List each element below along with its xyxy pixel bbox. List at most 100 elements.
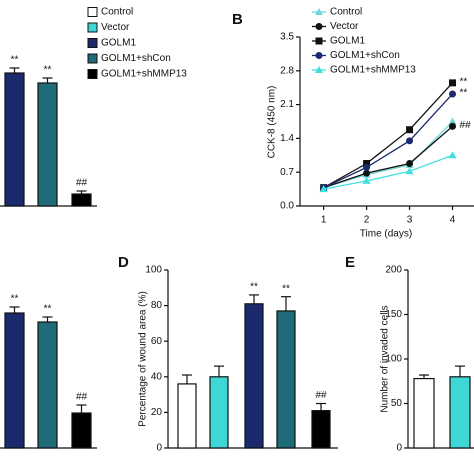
legend-swatch [87, 53, 98, 64]
legend-swatch [87, 7, 98, 17]
legend-label: GOLM1 [330, 36, 365, 47]
y-tick-label: 150 [385, 309, 402, 320]
bar [37, 82, 58, 207]
y-tick-label: 0 [396, 443, 402, 454]
legend-label: GOLM1+shCon [101, 53, 171, 64]
point [362, 176, 371, 184]
significance: ** [250, 282, 258, 293]
error-bar [316, 402, 326, 411]
bar [209, 376, 229, 449]
y-tick-label: 80 [151, 300, 163, 311]
panel-label: E [345, 254, 355, 271]
error-bar [42, 77, 53, 83]
y-tick-label: 60 [151, 336, 163, 347]
x-axis-title: Time (days) [360, 229, 412, 240]
error-bar [214, 365, 224, 377]
point [406, 160, 414, 168]
y-axis-title: CCK-8 (450 nm) [267, 86, 278, 159]
bar [449, 376, 471, 449]
error-bar [182, 374, 192, 384]
bar [71, 193, 92, 207]
series-line [323, 82, 453, 189]
y-tick-label: 1.4 [280, 133, 294, 144]
y-tick-label: 0.0 [280, 201, 294, 212]
significance: ** [460, 77, 468, 88]
point [448, 151, 457, 159]
significance: ** [44, 65, 52, 76]
point [449, 122, 457, 130]
bar [71, 412, 92, 449]
y-tick-label: 100 [145, 265, 162, 276]
error-bar [419, 374, 429, 379]
panel-label: B [232, 11, 243, 28]
point [405, 167, 414, 175]
bar [4, 72, 25, 207]
error-bar [42, 316, 53, 322]
point [449, 79, 457, 87]
significance: ## [76, 392, 88, 403]
point [448, 117, 457, 125]
point [363, 160, 371, 168]
panel-label: D [118, 254, 129, 271]
bar [244, 303, 264, 449]
y-tick-label: 40 [151, 371, 163, 382]
y-tick-label: 2.1 [280, 99, 294, 110]
bar [37, 321, 58, 449]
y-tick-label: 0.7 [280, 167, 294, 178]
error-bar [9, 67, 20, 73]
point [406, 137, 414, 145]
bar [177, 383, 197, 449]
legend-label: Vector [330, 21, 359, 32]
series-line [323, 154, 453, 190]
legend-label: GOLM1+shMMP13 [101, 69, 187, 80]
x-tick-label: 1 [321, 215, 327, 226]
x-tick-label: 4 [450, 215, 456, 226]
y-tick-label: 20 [151, 407, 163, 418]
y-tick-label: 200 [385, 265, 402, 276]
legend-label: Control [101, 7, 133, 18]
error-bar [76, 404, 87, 413]
bar [413, 377, 435, 449]
legend-marker [315, 52, 323, 59]
legend-label: GOLM1+shMMP13 [330, 65, 416, 76]
legend-marker [315, 23, 323, 30]
x-tick-label: 3 [407, 215, 413, 226]
bar [276, 310, 296, 449]
legend-marker [315, 66, 323, 73]
significance: ## [315, 390, 327, 401]
significance: ## [460, 120, 472, 131]
significance: ** [11, 294, 19, 305]
point [406, 126, 414, 134]
series-line [323, 125, 453, 189]
legend-swatch [87, 22, 98, 33]
y-axis-title: Number of invaded cells [380, 305, 391, 412]
error-bar [455, 365, 465, 377]
error-bar [9, 306, 20, 313]
significance: ** [282, 283, 290, 294]
significance: ** [44, 304, 52, 315]
bar [311, 410, 331, 449]
x-tick-label: 2 [364, 215, 370, 226]
y-tick-label: 0 [156, 443, 162, 454]
y-tick-label: 2.8 [280, 65, 294, 76]
legend-marker [315, 8, 323, 15]
legend-swatch [87, 38, 98, 48]
y-axis-title: Percentage of wound area (%) [138, 291, 149, 427]
point [363, 169, 371, 177]
significance: ** [460, 88, 468, 99]
error-bar [281, 296, 291, 311]
legend-label: Control [330, 7, 362, 18]
significance: ## [76, 178, 88, 189]
legend-label: GOLM1+shCon [330, 50, 400, 61]
series-line [323, 93, 453, 189]
error-bar [76, 190, 87, 194]
bar [4, 312, 25, 449]
legend-swatch [87, 69, 98, 79]
point [319, 185, 328, 193]
legend-label: Vector [101, 22, 130, 33]
y-tick-label: 3.5 [280, 32, 294, 43]
error-bar [249, 294, 259, 304]
point [449, 90, 457, 98]
significance: ** [11, 55, 19, 66]
point [363, 163, 371, 171]
